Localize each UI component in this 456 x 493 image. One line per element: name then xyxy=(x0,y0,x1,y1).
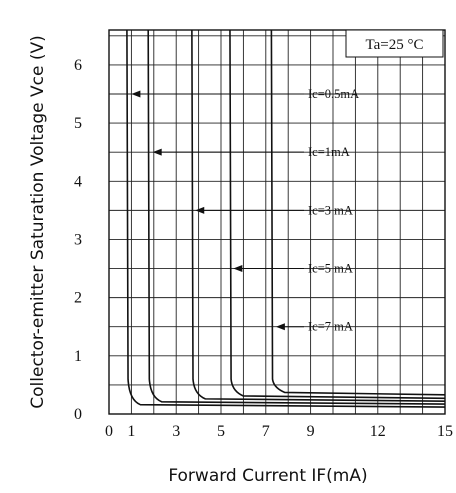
annotation-arrowhead xyxy=(152,148,162,156)
series-layer xyxy=(126,29,446,408)
y-axis-title: Collector-emitter Saturation Voltage Vce… xyxy=(28,35,48,408)
plot-frame xyxy=(108,29,446,415)
series-line xyxy=(147,29,446,405)
condition-label: Ta=25 °C xyxy=(366,37,424,53)
annotation-layer: Ic=0.5mA Ic=1mA Ic=3 mA Ic=5 mA Ic=7 mA xyxy=(131,87,359,334)
y-tick-label: 2 xyxy=(74,290,82,307)
series-line xyxy=(270,29,446,396)
condition-box: Ta=25 °C xyxy=(345,29,444,58)
x-tick-label: 3 xyxy=(172,423,180,440)
y-tick-label: 4 xyxy=(74,173,82,190)
x-axis-title: Forward Current IF(mA) xyxy=(168,466,367,486)
x-tick-label: 5 xyxy=(217,423,225,440)
annotation-label: Ic=1mA xyxy=(308,145,350,159)
y-tick-label: 3 xyxy=(74,231,82,248)
annotation-label: Ic=0.5mA xyxy=(308,87,359,101)
series-line xyxy=(229,29,446,400)
annotation-arrowhead xyxy=(275,323,285,331)
series-line xyxy=(126,29,446,408)
annotation-label: Ic=3 mA xyxy=(308,203,353,217)
series-line xyxy=(191,29,446,402)
x-tick-label: 1 xyxy=(127,423,135,440)
x-tick-label: 12 xyxy=(370,423,386,440)
annotation-label: Ic=5 mA xyxy=(308,262,353,276)
y-tick-label: 0 xyxy=(74,406,82,423)
x-tick-label: 9 xyxy=(307,423,315,440)
x-tick-label: 0 xyxy=(105,423,113,440)
annotation-label: Ic=7 mA xyxy=(308,320,353,334)
y-tick-label: 6 xyxy=(74,57,82,74)
x-tick-label: 15 xyxy=(437,423,453,440)
annotation-arrowhead xyxy=(195,206,205,214)
x-tick-label: 7 xyxy=(262,423,270,440)
y-tick-label: 5 xyxy=(74,115,82,132)
annotation-arrowhead xyxy=(131,90,141,98)
y-tick-label: 1 xyxy=(74,348,82,365)
annotation-arrowhead xyxy=(233,265,243,273)
grid xyxy=(109,30,445,414)
